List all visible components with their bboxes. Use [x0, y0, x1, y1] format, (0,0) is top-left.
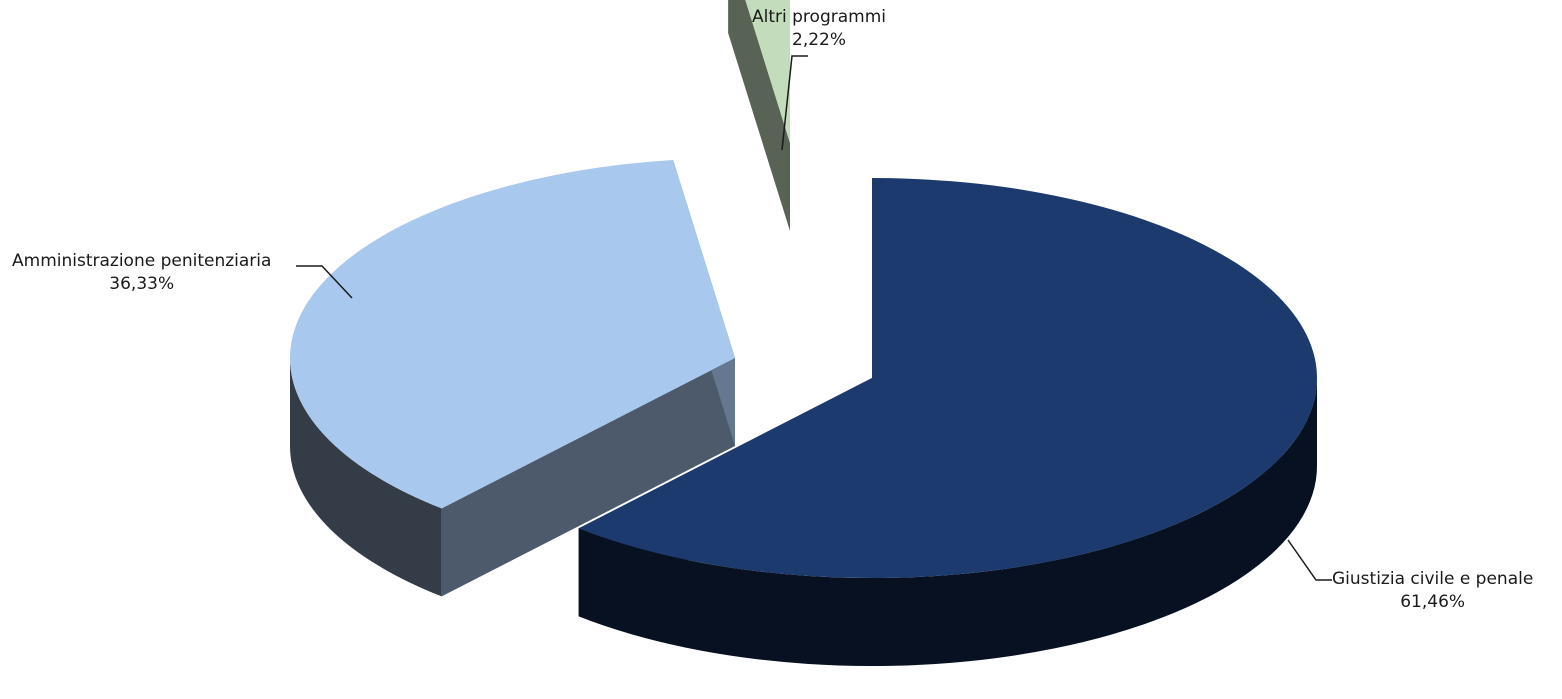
- leader-giustizia: [1287, 539, 1332, 581]
- slice-wall-amministrazione: [290, 358, 442, 597]
- slice-side-amministrazione-0: [441, 358, 735, 597]
- slice-side-altri-0: [728, 0, 790, 231]
- slice-label-altri: Altri programmi: [752, 7, 886, 27]
- slice-altri: [745, 0, 790, 143]
- slice-value-giustizia: 61,46%: [1400, 592, 1466, 612]
- slice-value-altri: 2,22%: [792, 30, 847, 50]
- label-altri-programmi: Altri programmi 2,22%: [752, 6, 886, 52]
- slice-label-giustizia: Giustizia civile e penale: [1332, 569, 1534, 589]
- leader-amministrazione: [296, 265, 353, 299]
- slice-value-amministrazione: 36,33%: [109, 274, 175, 294]
- label-amministrazione: Amministrazione penitenziaria 36,33%: [12, 250, 271, 296]
- slice-label-amministrazione: Amministrazione penitenziaria: [12, 251, 272, 271]
- slice-wall-giustizia: [578, 378, 1317, 666]
- label-giustizia: Giustizia civile e penale 61,46%: [1332, 568, 1533, 614]
- slice-giustizia: [578, 178, 1318, 579]
- leader-altri: [781, 55, 808, 151]
- slice-amministrazione: [290, 159, 735, 509]
